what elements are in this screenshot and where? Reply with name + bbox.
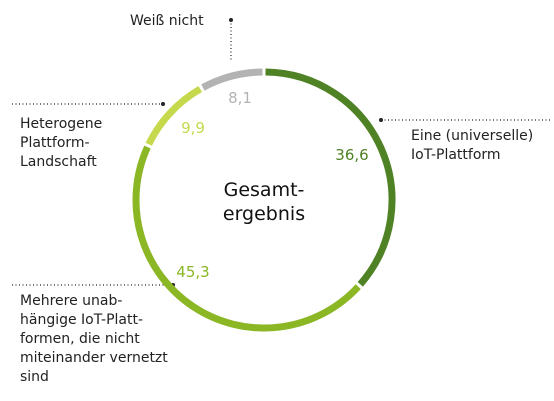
leader-dot <box>379 118 383 122</box>
category-label: Eine (universelle) IoT-Plattform <box>411 128 533 163</box>
leader-dot <box>161 102 165 106</box>
category-label: Heterogene Plattform-Landschaft <box>20 116 102 170</box>
value-label: 45,3 <box>176 263 209 281</box>
leader-lines <box>12 18 550 287</box>
leader-dot <box>229 18 233 22</box>
center-label: ergebnis <box>223 203 305 225</box>
value-label: 8,1 <box>228 89 252 107</box>
donut-segment <box>145 85 203 146</box>
value-label: 36,6 <box>335 146 368 164</box>
category-label: Weiß nicht <box>130 13 204 29</box>
donut-segment <box>201 68 263 91</box>
donut-segment <box>265 68 396 287</box>
value-label: 9,9 <box>181 119 205 137</box>
center-label: Gesamt- <box>224 179 305 201</box>
category-label: Mehrere unab-hängige IoT-Platt-formen, d… <box>20 293 168 385</box>
donut-segment <box>132 145 361 332</box>
